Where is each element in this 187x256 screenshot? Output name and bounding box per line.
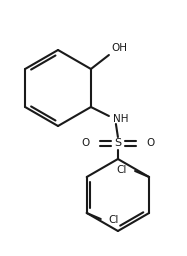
Text: NH: NH: [113, 114, 128, 124]
Text: OH: OH: [111, 43, 127, 53]
Text: O: O: [146, 138, 154, 148]
Text: Cl: Cl: [117, 165, 127, 175]
Text: Cl: Cl: [109, 215, 119, 225]
Text: O: O: [82, 138, 90, 148]
Text: S: S: [114, 138, 122, 148]
